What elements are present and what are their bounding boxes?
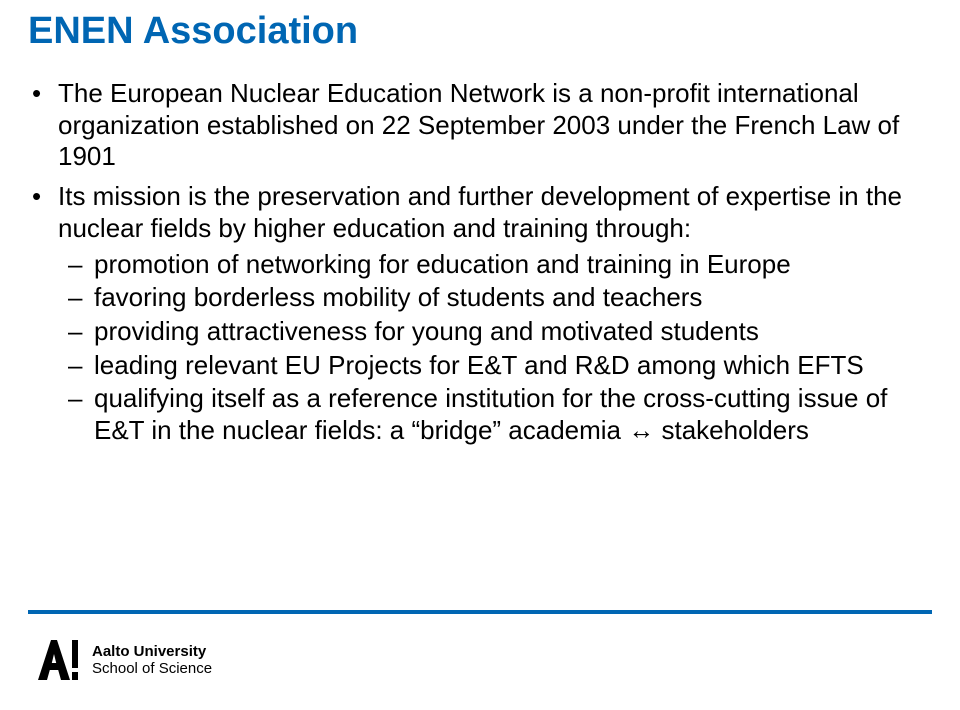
slide-title: ENEN Association (28, 10, 358, 53)
footer-text: Aalto University School of Science (92, 643, 212, 678)
sub-bullet-text: qualifying itself as a reference institu… (94, 383, 887, 445)
bullet-item: The European Nuclear Education Network i… (28, 78, 920, 173)
bullet-text: Its mission is the preservation and furt… (58, 181, 902, 243)
slide-body: The European Nuclear Education Network i… (28, 78, 920, 455)
sub-bullet-item: leading relevant EU Projects for E&T and… (58, 350, 920, 382)
sub-bullet-text: favoring borderless mobility of students… (94, 282, 702, 312)
divider-bar (28, 610, 932, 614)
slide: ENEN Association The European Nuclear Ed… (0, 0, 960, 710)
footer-line1: Aalto University (92, 643, 212, 660)
bullet-list-level2: promotion of networking for education an… (58, 249, 920, 447)
aalto-logo-icon (28, 634, 80, 686)
sub-bullet-item: promotion of networking for education an… (58, 249, 920, 281)
sub-bullet-item: qualifying itself as a reference institu… (58, 383, 920, 446)
bullet-text: The European Nuclear Education Network i… (58, 78, 899, 171)
sub-bullet-text: leading relevant EU Projects for E&T and… (94, 350, 864, 380)
footer: Aalto University School of Science (28, 634, 212, 686)
sub-bullet-text: promotion of networking for education an… (94, 249, 791, 279)
sub-bullet-item: providing attractiveness for young and m… (58, 316, 920, 348)
sub-bullet-item: favoring borderless mobility of students… (58, 282, 920, 314)
footer-line2: School of Science (92, 660, 212, 677)
sub-bullet-text: providing attractiveness for young and m… (94, 316, 759, 346)
bullet-item: Its mission is the preservation and furt… (28, 181, 920, 447)
bullet-list-level1: The European Nuclear Education Network i… (28, 78, 920, 447)
